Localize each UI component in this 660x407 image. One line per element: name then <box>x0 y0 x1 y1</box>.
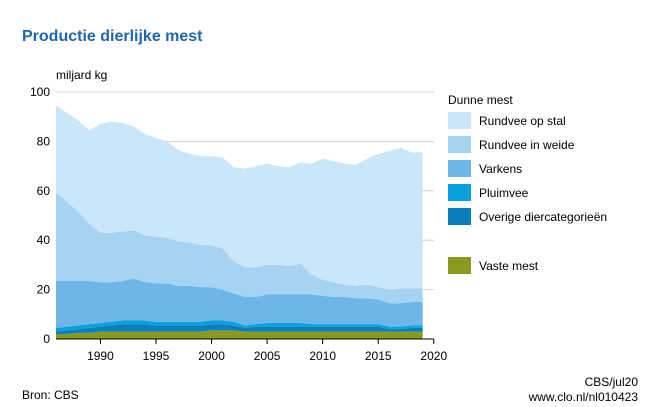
legend-swatch <box>448 112 471 129</box>
x-tick-label: 2005 <box>254 349 281 363</box>
x-tick-label: 1995 <box>143 349 170 363</box>
legend-label: Rundvee op stal <box>479 114 566 128</box>
legend-swatch <box>448 257 471 274</box>
y-tick-label: 60 <box>37 184 51 198</box>
chart-title: Productie dierlijke mest <box>22 28 203 45</box>
axes: 0 20 40 60 80 100 1990 1995 2000 2005 2010 2015 2020 <box>30 85 447 363</box>
legend-label: Vaste mest <box>479 259 539 273</box>
y-tick-label: 100 <box>30 85 50 99</box>
legend-label: Rundvee in weide <box>479 138 575 152</box>
legend-swatch <box>448 208 471 225</box>
legend-swatch <box>448 160 471 177</box>
credit-block: CBS/jul20 www.clo.nl/nl010423 <box>529 375 638 405</box>
x-tick-label: 2015 <box>365 349 392 363</box>
area-varkens <box>56 278 423 328</box>
credit-text: CBS/jul20 <box>584 375 638 389</box>
x-tick-label: 1990 <box>87 349 114 363</box>
credit-url: www.clo.nl/nl010423 <box>528 390 638 404</box>
legend-label: Pluimvee <box>479 186 529 200</box>
y-tick-label: 0 <box>43 332 50 346</box>
legend-label: Overige diercategorieën <box>479 210 607 224</box>
legend-swatch <box>448 136 471 153</box>
area-rundvee-op-stal <box>56 105 423 290</box>
legend-title: Dunne mest <box>448 93 513 107</box>
y-tick-label: 20 <box>37 283 51 297</box>
stacked-areas <box>56 105 423 339</box>
x-tick-label: 2010 <box>309 349 336 363</box>
area-vaste-mest <box>56 330 423 339</box>
x-tick-label: 2020 <box>420 349 447 363</box>
legend-label: Varkens <box>479 162 522 176</box>
x-tick-label: 2000 <box>198 349 225 363</box>
legend-swatch <box>448 184 471 201</box>
y-axis-label: miljard kg <box>56 68 107 82</box>
area-rundvee-in-weide <box>56 192 423 304</box>
legend: Dunne mest Rundvee op stal Rundvee in weid… <box>448 93 607 274</box>
y-tick-label: 80 <box>37 134 51 148</box>
area-pluimvee <box>56 320 423 332</box>
y-tick-label: 40 <box>37 233 51 247</box>
source-note: Bron: CBS <box>22 388 79 402</box>
